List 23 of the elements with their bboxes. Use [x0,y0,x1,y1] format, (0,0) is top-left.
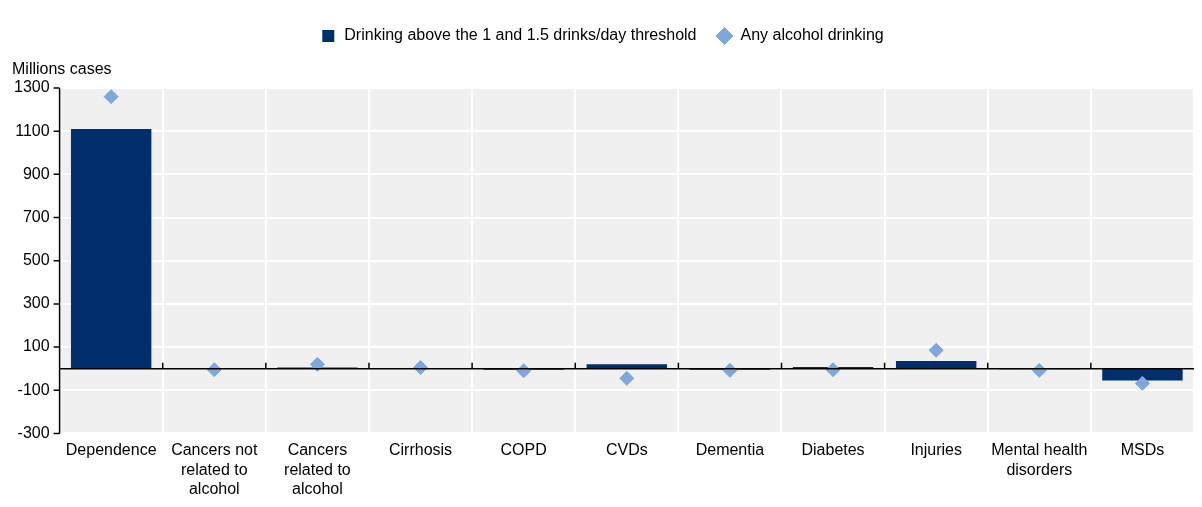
y-axis-title: Millions cases [12,60,112,78]
x-tick-label: MSDs [1120,441,1165,459]
legend-label: Drinking above the 1 and 1.5 drinks/day threshold [344,26,697,44]
x-tick-label: Cirrhosis [388,441,453,459]
y-tick-label: 700 [22,207,50,225]
x-tick-label: Cancers related to alcohol [284,441,351,497]
y-tick-label: 300 [22,294,50,312]
x-tick-label: Dependence [65,441,157,459]
y-tick-label: 100 [22,337,50,355]
x-tick-label: CVDs [605,441,648,459]
x-tick-label: Mental health disorders [991,441,1088,478]
x-tick-label: Dementia [695,441,765,459]
x-tick-label: Injuries [910,441,962,459]
y-tick-label: 500 [22,251,50,269]
y-tick-label: -100 [17,380,50,398]
x-tick-label: Cancers not related to alcohol [171,441,258,497]
y-tick-label: -300 [17,423,50,441]
y-tick-label: 900 [22,164,50,182]
x-tick-label: COPD [500,441,547,459]
y-tick-label: 1300 [14,78,50,96]
x-tick-label: Diabetes [801,441,865,459]
legend-label: Any alcohol drinking [740,26,884,44]
y-tick-label: 1100 [15,121,50,139]
